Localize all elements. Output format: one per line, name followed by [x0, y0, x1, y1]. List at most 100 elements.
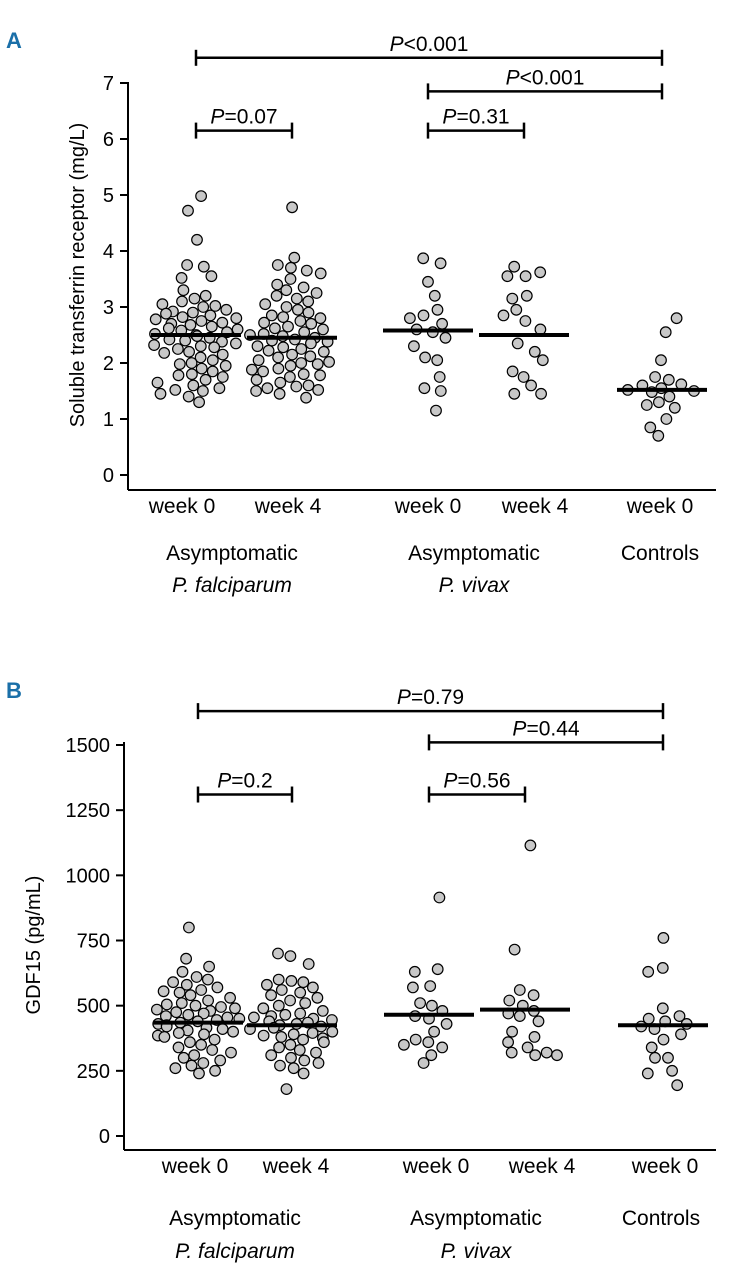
panel-b-data-point	[275, 1030, 288, 1043]
panel-b-data-point	[409, 1033, 422, 1046]
panel-b-data-point	[527, 989, 540, 1002]
panel-a-data-point	[662, 373, 675, 386]
panel-a-data-point	[300, 264, 313, 277]
panel-a-y-tick-label: 7	[103, 73, 114, 95]
panel-b-data-point	[272, 947, 284, 960]
panel-a-data-point	[272, 362, 285, 375]
panel-a-category-4: week 4	[501, 495, 569, 518]
panel-a-data-point	[311, 358, 324, 371]
panel-b-data-point	[216, 1023, 229, 1035]
panel-a-data-point	[182, 390, 195, 403]
panel-a-data-point	[659, 326, 672, 339]
panel-b-data-point	[206, 1044, 219, 1056]
panel-a-data-point	[536, 354, 549, 367]
panel-a-data-point	[250, 385, 263, 397]
panel-b-data-point	[274, 1059, 286, 1072]
panel-b-data-point	[173, 986, 186, 999]
panel-a-data-point	[186, 306, 199, 319]
panel-a-data-point	[272, 351, 285, 364]
panel-b-data-point	[224, 991, 237, 1004]
panel-a-data-point	[302, 295, 315, 308]
panel-a-data-point	[216, 316, 229, 329]
panel-b-data-point	[203, 960, 216, 973]
panel-b-data-point	[641, 1067, 654, 1080]
panel-b-data-point	[318, 1036, 330, 1049]
panel-b-data-point	[440, 1018, 453, 1030]
panel-a-data-point	[251, 340, 264, 353]
panel-b-data-point	[503, 994, 516, 1007]
panel-a-p-value: P<0.001	[390, 33, 469, 56]
panel-b-data-point	[273, 1041, 286, 1054]
panel-b-data-point	[326, 1025, 339, 1038]
panel-b-data-point	[189, 999, 202, 1012]
panel-a-data-point	[176, 295, 188, 308]
panel-a-y-tick-label: 0	[103, 465, 114, 487]
panel-a-data-point	[535, 387, 547, 400]
panel-a-y-tick-label: 5	[103, 185, 114, 207]
panel-b-data-point	[431, 963, 444, 976]
panel-a-category-3: week 0	[394, 495, 462, 518]
panel-b-category-1: week 0	[161, 1155, 229, 1178]
panel-b-data-point	[407, 981, 419, 994]
panel-a-group-3-line1: Controls	[621, 542, 699, 565]
panel-b-data-point	[197, 1007, 210, 1020]
panel-b-data-point	[279, 1008, 292, 1021]
panel-a-group-1-line2: P. falciparum	[172, 574, 292, 597]
panel-a-data-point	[525, 379, 537, 392]
panel-a-letter: A	[6, 28, 22, 53]
panel-a-data-point	[220, 303, 233, 316]
panel-a-data-point	[314, 369, 327, 382]
panel-a-data-point	[262, 344, 275, 357]
panel-b-p-value: P=0.56	[443, 770, 510, 793]
panel-a-data-point	[257, 365, 270, 378]
panel-b-data-point	[505, 1046, 518, 1059]
panel-b-data-point	[190, 971, 203, 983]
panel-a-data-point	[193, 396, 206, 409]
panel-a-data-point	[206, 365, 219, 378]
panel-b-data-point	[182, 921, 195, 934]
panel-a-category-5: week 0	[626, 495, 694, 518]
panel-b-data-point	[551, 1049, 563, 1062]
panel-b-data-point	[284, 1038, 297, 1051]
panel-a-data-point	[183, 345, 196, 358]
panel-a-data-point	[148, 339, 161, 352]
panel-a-data-point	[271, 259, 284, 271]
panel-a-category-2: week 4	[254, 495, 322, 518]
panel-a-group-1-line1: Asymptomatic	[166, 542, 298, 565]
panel-b-group-1-line1: Asymptomatic	[169, 1207, 301, 1230]
panel-b-data-point	[229, 1002, 241, 1015]
panel-a-data-point	[528, 345, 541, 358]
panel-b-data-point	[310, 1046, 322, 1059]
panel-a-data-point	[434, 385, 447, 397]
panel-a-data-point	[294, 315, 307, 327]
panel-a-data-point	[520, 289, 533, 302]
panel-b-data-point	[195, 984, 208, 996]
panel-b-data-point	[170, 1006, 183, 1019]
panel-a-data-point	[640, 399, 653, 411]
panel-b-data-point	[275, 984, 288, 996]
panel-a-data-point	[175, 272, 188, 284]
panel-b-data-point	[524, 839, 537, 852]
panel-b-data-point	[657, 932, 670, 944]
panel-b-data-point	[208, 1033, 221, 1046]
panel-a-y-tick-label: 4	[103, 241, 114, 263]
panel-a-data-point	[269, 322, 281, 335]
panel-b-data-point	[293, 1044, 306, 1056]
panel-a-data-point	[230, 312, 243, 325]
panel-a-data-point	[534, 266, 547, 279]
panel-a-p-value: P=0.31	[442, 106, 509, 129]
panel-a-data-point	[508, 387, 521, 400]
panel-a-data-point	[277, 341, 290, 354]
panel-a-group-2-line1: Asymptomatic	[408, 542, 540, 565]
panel-b-data-point	[225, 1046, 237, 1059]
panel-a-data-point	[517, 371, 530, 383]
panel-b-data-point	[513, 1010, 526, 1022]
panel-b-data-point	[532, 1015, 545, 1028]
panel-a-data-point	[300, 391, 313, 404]
panel-a-data-point	[419, 351, 432, 364]
panel-b-data-point	[158, 1030, 171, 1043]
panel-a-data-point	[182, 204, 194, 217]
panel-a-data-point	[310, 287, 323, 299]
panel-a-data-point	[312, 384, 325, 396]
